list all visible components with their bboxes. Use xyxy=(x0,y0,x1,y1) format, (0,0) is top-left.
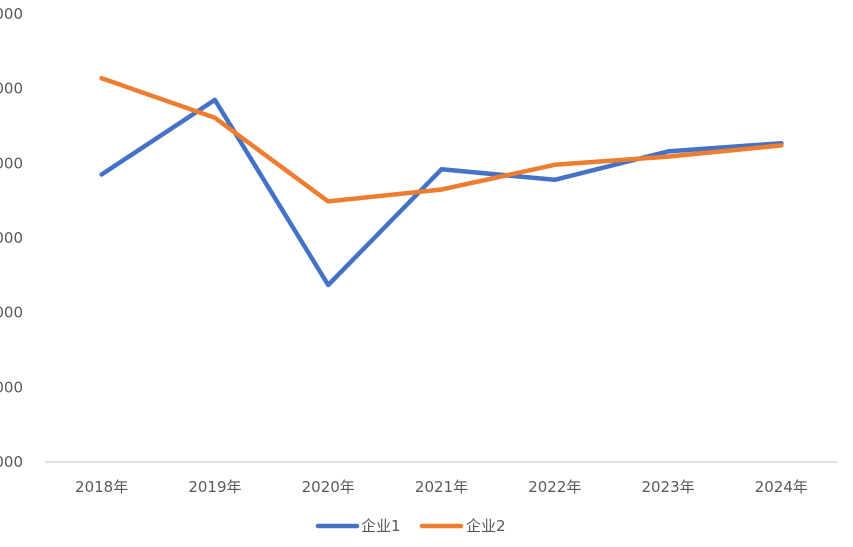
data-point xyxy=(213,98,217,102)
data-point xyxy=(553,178,557,182)
y-axis-tick-labels: 000 000 000 000 000 000 000 xyxy=(0,5,23,471)
y-tick-label: 000 xyxy=(0,229,23,247)
x-tick-label: 2024年 xyxy=(755,478,808,496)
y-tick-label: 000 xyxy=(0,304,23,322)
data-point xyxy=(326,199,330,203)
x-tick-label: 2023年 xyxy=(641,478,694,496)
legend-item: 企业2 xyxy=(419,517,506,535)
x-tick-label: 2018年 xyxy=(75,478,128,496)
data-point xyxy=(666,155,670,159)
data-point xyxy=(213,116,217,120)
data-point xyxy=(326,283,330,287)
data-point xyxy=(553,163,557,167)
data-point xyxy=(666,149,670,153)
y-tick-label: 000 xyxy=(0,5,23,23)
legend: 企业1 企业2 xyxy=(315,517,506,535)
data-point xyxy=(100,76,104,80)
data-point xyxy=(440,187,444,191)
series-lines xyxy=(99,75,784,288)
x-tick-label: 2020年 xyxy=(302,478,355,496)
data-point xyxy=(100,173,104,177)
x-tick-label: 2022年 xyxy=(528,478,581,496)
y-tick-label: 000 xyxy=(0,453,23,471)
y-tick-label: 000 xyxy=(0,80,23,98)
x-axis-tick-labels: 2018年 2019年 2020年 2021年 2022年 2023年 2024年 xyxy=(75,478,808,496)
data-point xyxy=(779,143,783,147)
legend-label: 企业2 xyxy=(466,517,506,535)
y-tick-label: 000 xyxy=(0,154,23,172)
y-tick-label: 000 xyxy=(0,378,23,396)
series-line-2 xyxy=(99,75,784,204)
legend-label: 企业1 xyxy=(361,517,401,535)
legend-item: 企业1 xyxy=(315,517,401,535)
x-tick-label: 2019年 xyxy=(188,478,241,496)
data-point xyxy=(440,167,444,171)
x-tick-label: 2021年 xyxy=(415,478,468,496)
series-line-1 xyxy=(99,97,784,288)
